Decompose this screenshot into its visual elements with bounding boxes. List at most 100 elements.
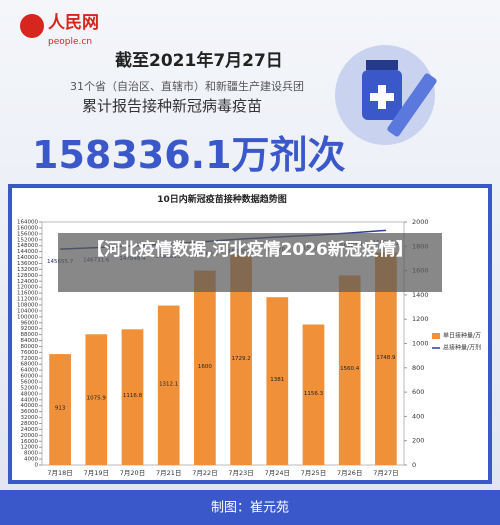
y-tick-label: 72000 [21, 356, 39, 362]
y2-tick-label: 1000 [412, 340, 429, 348]
y-tick-label: 84000 [21, 338, 39, 344]
y-tick-label: 92000 [21, 326, 39, 332]
y-tick-label: 36000 [21, 409, 39, 415]
y-tick-label: 68000 [21, 362, 39, 368]
plot: 0400080001200016000200002400028000320003… [17, 218, 481, 477]
y-tick-label: 32000 [21, 415, 39, 421]
bar [230, 254, 252, 465]
legend-label: 总接种量/万剂 [443, 344, 481, 352]
logo: 人民网 [48, 13, 99, 33]
bar [121, 329, 144, 465]
syringe [387, 73, 437, 137]
y-tick-label: 160000 [17, 225, 38, 231]
y-tick-label: 48000 [21, 391, 39, 397]
bar [338, 275, 361, 465]
footer-bar [0, 490, 500, 525]
x-tick-label: 7月24日 [265, 469, 290, 477]
y-tick-label: 136000 [17, 261, 38, 267]
y-tick-label: 76000 [21, 350, 39, 356]
bar [157, 305, 180, 465]
overlay-banner: 【河北疫情数据,河北疫情2026新冠疫情】 [58, 233, 442, 292]
y-tick-label: 40000 [21, 403, 39, 409]
x-tick-label: 7月18日 [47, 469, 72, 477]
x-tick-label: 7月22日 [192, 469, 217, 477]
y-tick-label: 12000 [21, 445, 39, 451]
x-tick-label: 7月27日 [373, 469, 398, 477]
y-tick-label: 60000 [21, 374, 39, 380]
bar-value-label: 1729.2 [231, 356, 250, 362]
cross [370, 85, 394, 109]
y-tick-label: 88000 [21, 332, 39, 338]
bar [375, 252, 397, 465]
y2-tick-label: 600 [412, 388, 424, 396]
y-tick-label: 44000 [21, 397, 39, 403]
y-tick-label: 112000 [17, 297, 38, 303]
bar-value-label: 1116.8 [123, 393, 143, 399]
y-tick-label: 64000 [21, 368, 39, 374]
y-tick-label: 52000 [21, 385, 39, 391]
y-tick-label: 140000 [17, 255, 38, 261]
y-tick-label: 156000 [17, 231, 38, 237]
bar [85, 334, 108, 465]
bar [194, 270, 216, 465]
bar [302, 324, 325, 465]
bar [49, 354, 71, 465]
y-tick-label: 152000 [17, 237, 38, 243]
x-tick-label: 7月25日 [301, 469, 326, 477]
bar-value-label: 1381 [270, 377, 284, 383]
y2-tick-label: 200 [412, 437, 424, 445]
y2-tick-label: 1400 [412, 291, 429, 299]
y-tick-label: 56000 [21, 380, 39, 386]
y-tick-label: 96000 [21, 320, 39, 326]
y2-tick-label: 0 [412, 461, 416, 469]
logo-icon [20, 14, 44, 38]
date: 截至2021年7月27日 [115, 50, 283, 71]
bar-value-label: 1560.4 [340, 366, 360, 372]
legend-swatch [432, 333, 440, 339]
bar-value-label: 1075.9 [87, 396, 107, 402]
bar-value-label: 1600 [198, 364, 212, 370]
y2-tick-label: 2000 [412, 218, 429, 226]
logo-sub: people.cn [48, 37, 92, 47]
y-tick-label: 128000 [17, 273, 38, 279]
y-tick-label: 28000 [21, 421, 39, 427]
y2-tick-label: 800 [412, 364, 424, 372]
x-tick-label: 7月23日 [228, 469, 253, 477]
y-tick-label: 104000 [17, 308, 38, 314]
y-tick-label: 8000 [24, 451, 38, 457]
footer: 制图：崔元苑 [211, 500, 289, 516]
legend-label: 单日接种量/万 [443, 332, 481, 340]
total: 158336.1万剂次 [32, 133, 346, 177]
y-tick-label: 108000 [17, 302, 38, 308]
x-tick-label: 7月21日 [156, 469, 181, 477]
y-tick-label: 0 [35, 463, 39, 469]
x-tick-label: 7月20日 [120, 469, 145, 477]
y-tick-label: 80000 [21, 344, 39, 350]
y-tick-label: 16000 [21, 439, 39, 445]
y-tick-label: 124000 [17, 279, 38, 285]
y-tick-label: 116000 [17, 291, 38, 297]
y-tick-label: 20000 [21, 433, 39, 439]
chart-title: 10日内新冠疫苗接种数据趋势图 [157, 193, 287, 205]
bar-value-label: 1748.9 [376, 355, 396, 361]
y-tick-label: 132000 [17, 267, 38, 273]
bar-value-label: 1312.1 [159, 381, 178, 387]
y-tick-label: 144000 [17, 249, 38, 255]
y-tick-label: 148000 [17, 243, 38, 249]
scope: 31个省（自治区、直辖市）和新疆生产建设兵团 [70, 79, 304, 93]
y-tick-label: 100000 [17, 314, 38, 320]
y-tick-label: 4000 [24, 457, 38, 463]
y2-tick-label: 400 [412, 412, 424, 420]
y-tick-label: 164000 [17, 220, 38, 226]
y-tick-label: 24000 [21, 427, 39, 433]
bar-value-label: 913 [55, 406, 66, 412]
x-tick-label: 7月26日 [337, 469, 362, 477]
vial-cap [366, 60, 398, 70]
subject: 累计报告接种新冠病毒疫苗 [82, 97, 262, 115]
x-tick-label: 7月19日 [84, 469, 109, 477]
y2-tick-label: 1200 [412, 315, 429, 323]
y-tick-label: 120000 [17, 285, 38, 291]
bar [266, 297, 289, 465]
bar-value-label: 1156.3 [304, 391, 324, 397]
